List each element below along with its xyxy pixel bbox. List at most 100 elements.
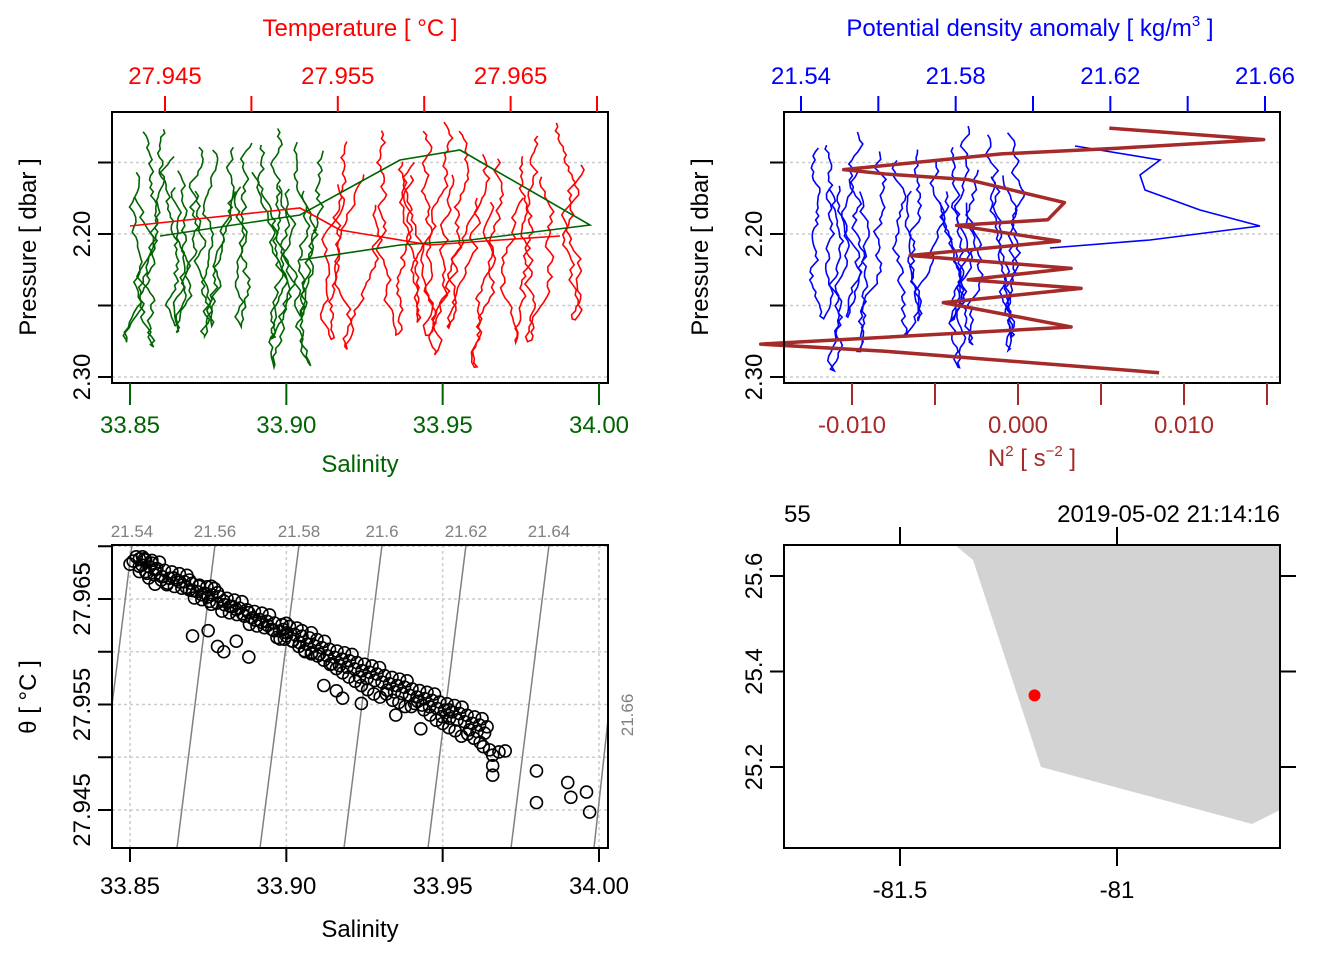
p4-y-tick-label: 25.4	[741, 648, 768, 695]
p4-y-tick-label: 25.6	[741, 553, 768, 600]
p3-data-point	[485, 758, 500, 773]
p1-series-line	[199, 146, 237, 340]
p1-series-line	[294, 150, 325, 367]
p3-isopycnals: 21.54 21.56 21.58 21.6 21.62 21.64 21.66	[111, 522, 637, 849]
p3-isopycnal-label: 21.56	[194, 522, 237, 541]
p3-x-tick-label: 34.00	[569, 873, 629, 900]
p1-series-line	[129, 207, 561, 246]
p4-station	[1028, 689, 1041, 702]
p1-series-line	[499, 156, 534, 346]
p3-data-point	[385, 693, 400, 708]
p2-top-tick-label: 21.58	[926, 63, 986, 90]
p1-top-tick-label: 27.945	[128, 63, 201, 90]
p1-series-line	[319, 141, 348, 341]
p3-x-tick-label: 33.90	[256, 873, 316, 900]
p1-series-line	[398, 121, 454, 323]
p3-data-point	[373, 690, 387, 704]
p3-data-point	[480, 719, 494, 734]
p1-top-tick-label: 27.955	[301, 63, 374, 90]
p3-data-point	[564, 790, 578, 805]
p4-axes: -81.5 -81 25.2 25.4 25.6	[741, 527, 1296, 904]
p1-series-line	[122, 131, 159, 343]
panel-station-map: -81.5 -81 25.2 25.4 25.6 55 2019-05-02 21:14…	[741, 501, 1296, 904]
p2-density-line	[841, 131, 866, 319]
p3-data-point	[229, 634, 244, 649]
p1-series-line	[128, 156, 175, 348]
p2-top-axis-title-sup: 3	[1192, 13, 1200, 30]
p3-data-point	[413, 721, 428, 736]
p2-x-axis-title-mid: [ s	[1014, 445, 1046, 472]
p3-isopycnal-label: 21.58	[278, 522, 321, 541]
p2-grid	[784, 161, 1280, 378]
p2-x-tick-label: 0.000	[988, 412, 1048, 439]
panel-profile-density-n2: 2.20 2.30 -0.010 0.000 0.010 21.54 21.58 21.62 2…	[687, 13, 1295, 472]
p3-isopycnal-line	[593, 719, 609, 849]
p3-data-point	[335, 691, 350, 705]
p2-top-axis-title: Potential density anomaly [ kg/m3 ]	[846, 13, 1213, 42]
p3-data-point	[388, 708, 403, 722]
p3-data-point	[242, 650, 256, 664]
p3-plot-frame	[111, 544, 609, 849]
p2-x-axis-title-sup2: 2	[1005, 443, 1013, 460]
p3-points	[123, 549, 597, 819]
p1-y-tick-label: 2.30	[69, 354, 96, 401]
p1-x-tick-label: 34.00	[569, 412, 629, 439]
p4-plot-frame	[783, 544, 1281, 849]
p1-series-line	[193, 149, 219, 329]
p4-timestamp: 2019-05-02 21:14:16	[1057, 501, 1280, 528]
p3-isopycnal-line	[427, 544, 467, 849]
p3-data-point	[529, 764, 544, 778]
p1-series-line	[233, 142, 253, 330]
p2-x-axis-title: N2 [ s−2 ]	[988, 443, 1076, 472]
p1-y-tick-label: 2.20	[69, 211, 96, 258]
p3-data-point	[529, 795, 544, 810]
p1-x-tick-label: 33.90	[256, 412, 316, 439]
p3-x-tick-label: 33.95	[413, 873, 473, 900]
p4-land	[955, 545, 1280, 824]
p2-density-line	[855, 151, 888, 353]
p3-data-point	[398, 699, 412, 714]
p3-data-point	[485, 748, 500, 762]
p2-y-tick-label: 2.30	[741, 354, 768, 401]
p4-station-marker	[1028, 689, 1041, 702]
p3-grid	[112, 545, 608, 848]
p2-density-line	[929, 158, 976, 369]
p3-isopycnal-label: 21.62	[445, 522, 488, 541]
p2-x-tick-label: 0.010	[1154, 412, 1214, 439]
p3-data-point	[485, 768, 500, 782]
p1-x-tick-label: 33.85	[100, 412, 160, 439]
p3-x-axis-title: Salinity	[321, 916, 398, 943]
p2-x-tick-label: -0.010	[818, 412, 886, 439]
p3-isopycnal-label: 21.66	[618, 694, 637, 737]
p4-station-number: 55	[784, 501, 811, 528]
panel-ts-diagram: 21.54 21.56 21.58 21.6 21.62 21.64 21.66 27.96…	[15, 522, 637, 943]
p3-data-point	[329, 683, 344, 698]
p3-data-point	[210, 639, 225, 654]
p3-isopycnal-line	[259, 544, 300, 849]
p3-y-tick-label: 27.945	[69, 773, 96, 846]
p1-series-line	[446, 154, 491, 330]
p3-isopycnal-label: 21.54	[111, 522, 154, 541]
p1-series-line	[554, 122, 585, 321]
p1-series-line	[170, 146, 204, 334]
p1-grid	[112, 161, 608, 378]
p2-density-line	[808, 147, 836, 320]
p1-series-line	[427, 130, 470, 356]
p2-series	[758, 125, 1266, 375]
p4-x-tick-label: -81.5	[873, 877, 928, 904]
p1-series-line	[156, 128, 193, 327]
p2-y-tick-label: 2.20	[741, 211, 768, 258]
p3-x-tick-label: 33.85	[100, 873, 160, 900]
p1-top-axis-title: Temperature [ °C ]	[263, 15, 458, 42]
p3-isopycnal-label: 21.64	[528, 522, 571, 541]
p3-isopycnal-line	[343, 544, 383, 849]
p1-series-line	[251, 128, 299, 371]
p3-data-point	[492, 745, 506, 759]
p1-series	[122, 121, 593, 371]
p2-top-tick-label: 21.66	[1235, 63, 1295, 90]
p1-series-line	[333, 130, 388, 350]
p2-density-line	[984, 134, 1016, 339]
